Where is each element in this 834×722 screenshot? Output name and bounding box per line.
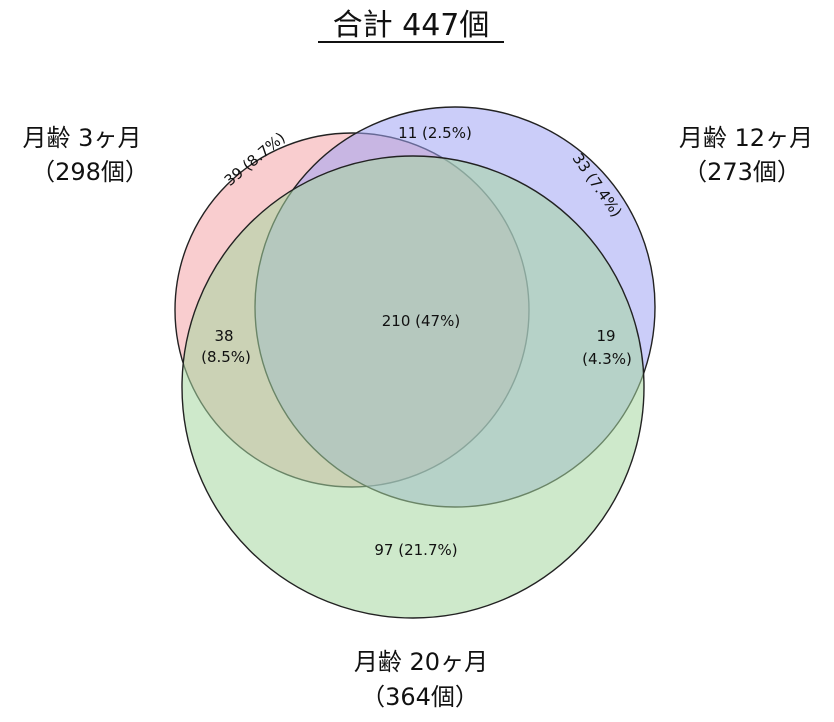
region-label-12-20-months-percent: (4.3%) bbox=[582, 350, 632, 368]
set-label-20-months-name: 月齢 20ヶ月 bbox=[354, 648, 488, 676]
region-label-20-months-only: 97 (21.7%) bbox=[374, 541, 457, 559]
set-label-12-months-name: 月齢 12ヶ月 bbox=[679, 124, 813, 152]
region-label-12-20-months-count: 19 bbox=[596, 327, 615, 345]
set-label-3-months-name: 月齢 3ヶ月 bbox=[23, 124, 142, 152]
set-circle-20-months bbox=[181, 155, 645, 619]
region-label-3-20-months-percent: (8.5%) bbox=[201, 348, 251, 366]
diagram-title: 合計 447個 bbox=[333, 8, 490, 43]
region-label-all-three: 210 (47%) bbox=[382, 312, 460, 330]
set-label-12-months-count: （273個） bbox=[683, 158, 801, 186]
set-label-20-months-count: （364個） bbox=[361, 683, 479, 711]
set-label-3-months-count: （298個） bbox=[31, 158, 149, 186]
region-label-3-12-months: 11 (2.5%) bbox=[398, 124, 472, 142]
region-label-3-20-months-count: 38 bbox=[214, 327, 233, 345]
